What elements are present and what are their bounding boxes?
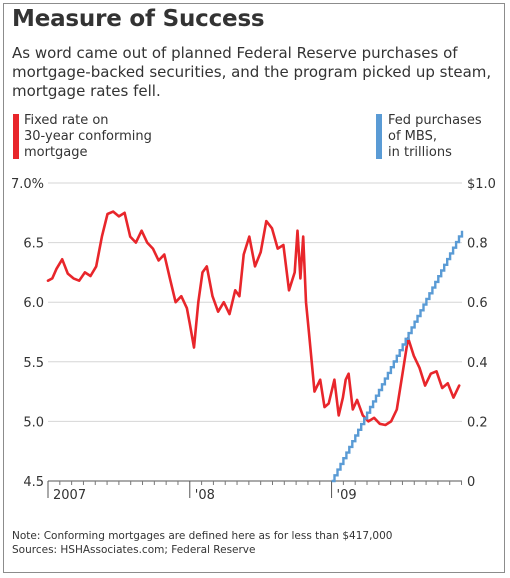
y-left-tick-label-2: 5.5 <box>23 356 44 371</box>
chart-subtitle: As word came out of planned Federal Rese… <box>12 44 492 100</box>
x-tick-label-2: '09 <box>337 488 357 503</box>
y-left-tick-label-5: 7.0% <box>11 177 44 192</box>
y-right-tick-label-5: $1.0 <box>467 177 496 192</box>
y-left-tick-label-1: 5.0 <box>23 415 44 430</box>
legend-rate-line3: mortgage <box>24 145 88 160</box>
x-tick-label-0: 2007 <box>53 488 86 503</box>
legend-rate-label: Fixed rate on 30-year conforming mortgag… <box>24 113 152 161</box>
y-right-tick-label-1: 0.2 <box>467 415 488 430</box>
series-mbs-line <box>331 230 464 483</box>
legend-mbs-line1: Fed purchases <box>388 113 482 128</box>
legend-mbs-line2: of MBS, <box>388 129 437 144</box>
legend-rate-swatch <box>13 114 19 159</box>
footnote-note: Note: Conforming mortgages are defined h… <box>12 530 393 542</box>
x-tick-label-1: '08 <box>195 488 215 503</box>
series-rate-line <box>46 210 461 427</box>
legend-rate-line2: 30-year conforming <box>24 129 152 144</box>
y-right-tick-label-2: 0.4 <box>467 356 488 371</box>
legend-mbs-line3: in trillions <box>388 145 452 160</box>
legend-mbs-label: Fed purchases of MBS, in trillions <box>388 113 482 161</box>
y-right-tick-label-4: 0.8 <box>467 237 488 252</box>
y-right-tick-label-3: 0.6 <box>467 296 488 311</box>
series <box>46 210 464 483</box>
legend-mbs-swatch <box>376 114 382 159</box>
footnote: Note: Conforming mortgages are defined h… <box>12 529 392 557</box>
y-left-tick-label-4: 6.5 <box>23 237 44 252</box>
y-left-tick-label-0: 4.5 <box>23 475 44 490</box>
footnote-sources: Sources: HSHAssociates.com; Federal Rese… <box>12 544 256 556</box>
axes <box>47 480 463 498</box>
tick-labels: 4.5 5.0 5.5 6.0 6.5 7.0% 0 0.2 0.4 0.6 0.8 $1.0 2007… <box>11 177 496 503</box>
chart-title: Measure of Success <box>12 6 265 32</box>
legend-rate-line1: Fixed rate on <box>24 113 109 128</box>
y-left-tick-label-3: 6.0 <box>23 296 44 311</box>
y-right-tick-label-0: 0 <box>467 475 475 490</box>
chart-frame <box>3 3 505 573</box>
